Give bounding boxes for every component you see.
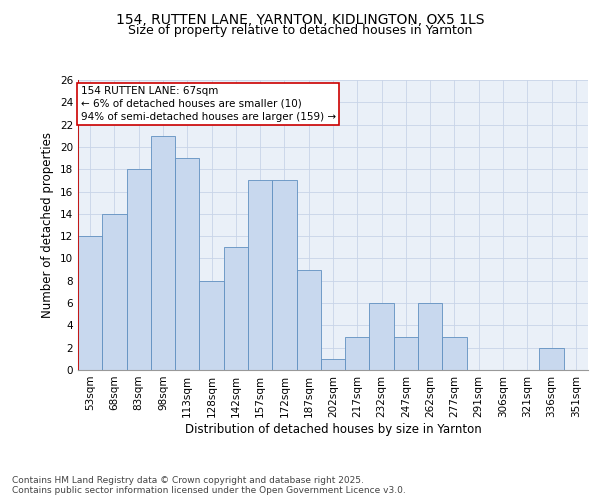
Bar [394,336,418,370]
Y-axis label: Number of detached properties: Number of detached properties [41,132,55,318]
Bar [321,359,345,370]
X-axis label: Distribution of detached houses by size in Yarnton: Distribution of detached houses by size … [185,422,481,436]
Bar [442,336,467,370]
Bar [345,336,370,370]
Bar [199,281,224,370]
Bar [370,303,394,370]
Bar [248,180,272,370]
Text: Contains HM Land Registry data © Crown copyright and database right 2025.
Contai: Contains HM Land Registry data © Crown c… [12,476,406,495]
Bar [151,136,175,370]
Bar [539,348,564,370]
Bar [127,169,151,370]
Bar [418,303,442,370]
Bar [102,214,127,370]
Bar [224,248,248,370]
Bar [296,270,321,370]
Bar [78,236,102,370]
Text: 154 RUTTEN LANE: 67sqm
← 6% of detached houses are smaller (10)
94% of semi-deta: 154 RUTTEN LANE: 67sqm ← 6% of detached … [80,86,335,122]
Text: 154, RUTTEN LANE, YARNTON, KIDLINGTON, OX5 1LS: 154, RUTTEN LANE, YARNTON, KIDLINGTON, O… [116,12,484,26]
Bar [272,180,296,370]
Bar [175,158,199,370]
Text: Size of property relative to detached houses in Yarnton: Size of property relative to detached ho… [128,24,472,37]
